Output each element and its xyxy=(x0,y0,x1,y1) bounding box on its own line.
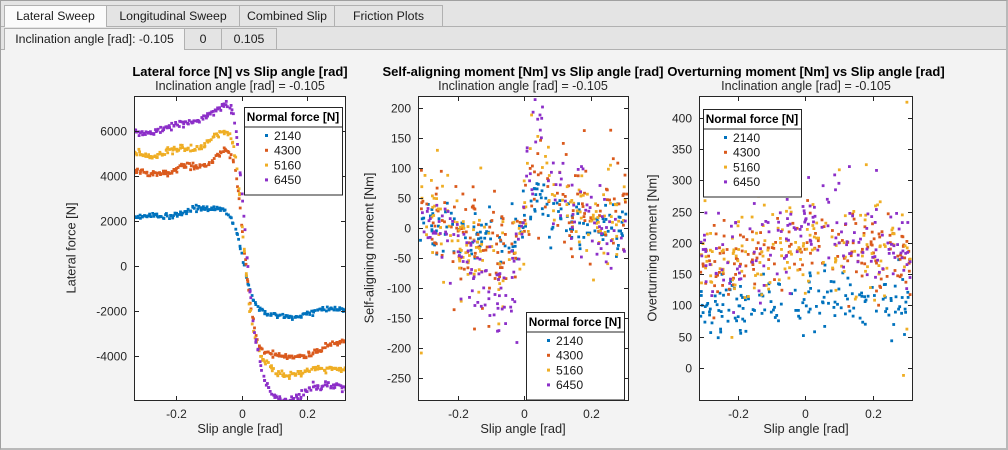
svg-text:250: 250 xyxy=(672,206,692,220)
chart-subtitle-overturning: Inclination angle [rad] = -0.105 xyxy=(721,79,891,93)
svg-text:100: 100 xyxy=(672,299,692,313)
svg-text:50: 50 xyxy=(679,331,693,345)
svg-text:-50: -50 xyxy=(394,252,412,266)
svg-text:150: 150 xyxy=(672,268,692,282)
scatter-points xyxy=(134,100,346,401)
svg-text:-0.2: -0.2 xyxy=(166,407,187,421)
svg-text:0.2: 0.2 xyxy=(865,407,882,421)
svg-text:300: 300 xyxy=(672,174,692,188)
legend-entry: 5160 xyxy=(556,363,583,377)
svg-text:-150: -150 xyxy=(387,312,411,326)
tab-inclination-0105[interactable]: 0.105 xyxy=(221,28,277,49)
svg-text:100: 100 xyxy=(391,162,411,176)
svg-text:-0.2: -0.2 xyxy=(728,407,749,421)
tab-friction-plots[interactable]: Friction Plots xyxy=(334,5,443,26)
svg-text:-0.2: -0.2 xyxy=(448,407,469,421)
svg-text:0: 0 xyxy=(404,222,411,236)
x-axis-label-overturning: Slip angle [rad] xyxy=(763,421,849,436)
chart-subtitle-lateral-force: Inclination angle [rad] = -0.105 xyxy=(155,79,325,93)
svg-text:200: 200 xyxy=(672,237,692,251)
series-5160 xyxy=(134,129,346,380)
scatter-points xyxy=(419,98,628,398)
svg-text:-200: -200 xyxy=(387,342,411,356)
legend-entry: 2140 xyxy=(274,129,301,143)
svg-text:2000: 2000 xyxy=(100,215,127,229)
legend-entry: 6450 xyxy=(556,378,583,392)
legend-title: Normal force [N] xyxy=(706,112,798,126)
series-6450 xyxy=(699,165,912,314)
svg-text:-250: -250 xyxy=(387,372,411,386)
series-6450 xyxy=(421,98,627,344)
legend-entry: 2140 xyxy=(556,334,583,348)
svg-text:400: 400 xyxy=(672,112,692,126)
tick-labels: -0.2 0 0.2 -4000 -2000 0 2000 4000 6000 xyxy=(96,125,316,422)
chart-title-self-aligning: Self-aligning moment [Nm] vs Slip angle … xyxy=(382,64,664,79)
svg-text:0: 0 xyxy=(239,407,246,421)
series-6450 xyxy=(134,100,346,401)
scatter-points xyxy=(699,100,912,377)
tick-labels: -0.2 0 0.2 -250 -200 -150 -100 -50 0 50 100 150 200 xyxy=(387,102,600,422)
svg-text:0: 0 xyxy=(802,407,809,421)
legend-title: Normal force [N] xyxy=(247,110,339,124)
svg-text:-100: -100 xyxy=(387,282,411,296)
tab-longitudinal-sweep[interactable]: Longitudinal Sweep xyxy=(106,5,240,26)
svg-text:6000: 6000 xyxy=(100,125,127,139)
tab-inclination-0[interactable]: 0 xyxy=(184,28,222,49)
svg-text:0.2: 0.2 xyxy=(299,407,316,421)
legend-entry: 4300 xyxy=(556,349,583,363)
series-2140 xyxy=(419,182,628,264)
tab-combined-slip[interactable]: Combined Slip xyxy=(239,5,335,26)
primary-tab-bar: Lateral Sweep Longitudinal Sweep Combine… xyxy=(1,1,1006,27)
legend-entry: 4300 xyxy=(274,144,301,158)
x-axis-label-self-aligning: Slip angle [rad] xyxy=(480,421,566,436)
svg-text:200: 200 xyxy=(391,102,411,116)
tab-inclination-neg-0105[interactable]: Inclination angle [rad]: -0.105 xyxy=(4,28,185,50)
y-axis-label-overturning: Overturning moment [Nm] xyxy=(644,174,660,322)
secondary-tab-bar: Inclination angle [rad]: -0.105 0 0.105 xyxy=(1,27,1006,50)
series-2140 xyxy=(699,258,910,343)
series-5160 xyxy=(419,113,627,355)
chart-title-lateral-force: Lateral force [N] vs Slip angle [rad] xyxy=(132,64,348,79)
legend-entry: 5160 xyxy=(733,160,760,174)
legend-entry: 6450 xyxy=(274,173,301,187)
svg-text:-4000: -4000 xyxy=(96,350,127,364)
y-axis-label-self-aligning: Self-aligning moment [Nm] xyxy=(361,172,377,324)
tab-lateral-sweep[interactable]: Lateral Sweep xyxy=(4,5,107,27)
chart-title-overturning: Overturning moment [Nm] vs Slip angle [r… xyxy=(667,64,945,79)
svg-text:4000: 4000 xyxy=(100,170,127,184)
tick-labels: -0.2 0 0.2 0 50 100 150 200 250 300 350 400 xyxy=(672,112,882,422)
legend-title: Normal force [N] xyxy=(529,315,621,329)
svg-text:0: 0 xyxy=(521,407,528,421)
axes-box xyxy=(418,96,629,401)
svg-text:150: 150 xyxy=(391,132,411,146)
y-axis-label-lateral-force: Lateral force [N] xyxy=(63,202,79,294)
legend-entry: 4300 xyxy=(733,146,760,160)
svg-text:0: 0 xyxy=(685,362,692,376)
svg-text:-2000: -2000 xyxy=(96,305,127,319)
chart-subtitle-self-aligning: Inclination angle [rad] = -0.105 xyxy=(438,79,608,93)
svg-text:50: 50 xyxy=(398,192,412,206)
svg-text:0.2: 0.2 xyxy=(583,407,600,421)
svg-text:350: 350 xyxy=(672,143,692,157)
axes-box xyxy=(699,96,913,401)
legend-entry: 6450 xyxy=(733,175,760,189)
legend-entry: 5160 xyxy=(274,158,301,172)
legend-entry: 2140 xyxy=(733,131,760,145)
x-axis-label-lateral-force: Slip angle [rad] xyxy=(197,421,283,436)
svg-text:0: 0 xyxy=(120,260,127,274)
